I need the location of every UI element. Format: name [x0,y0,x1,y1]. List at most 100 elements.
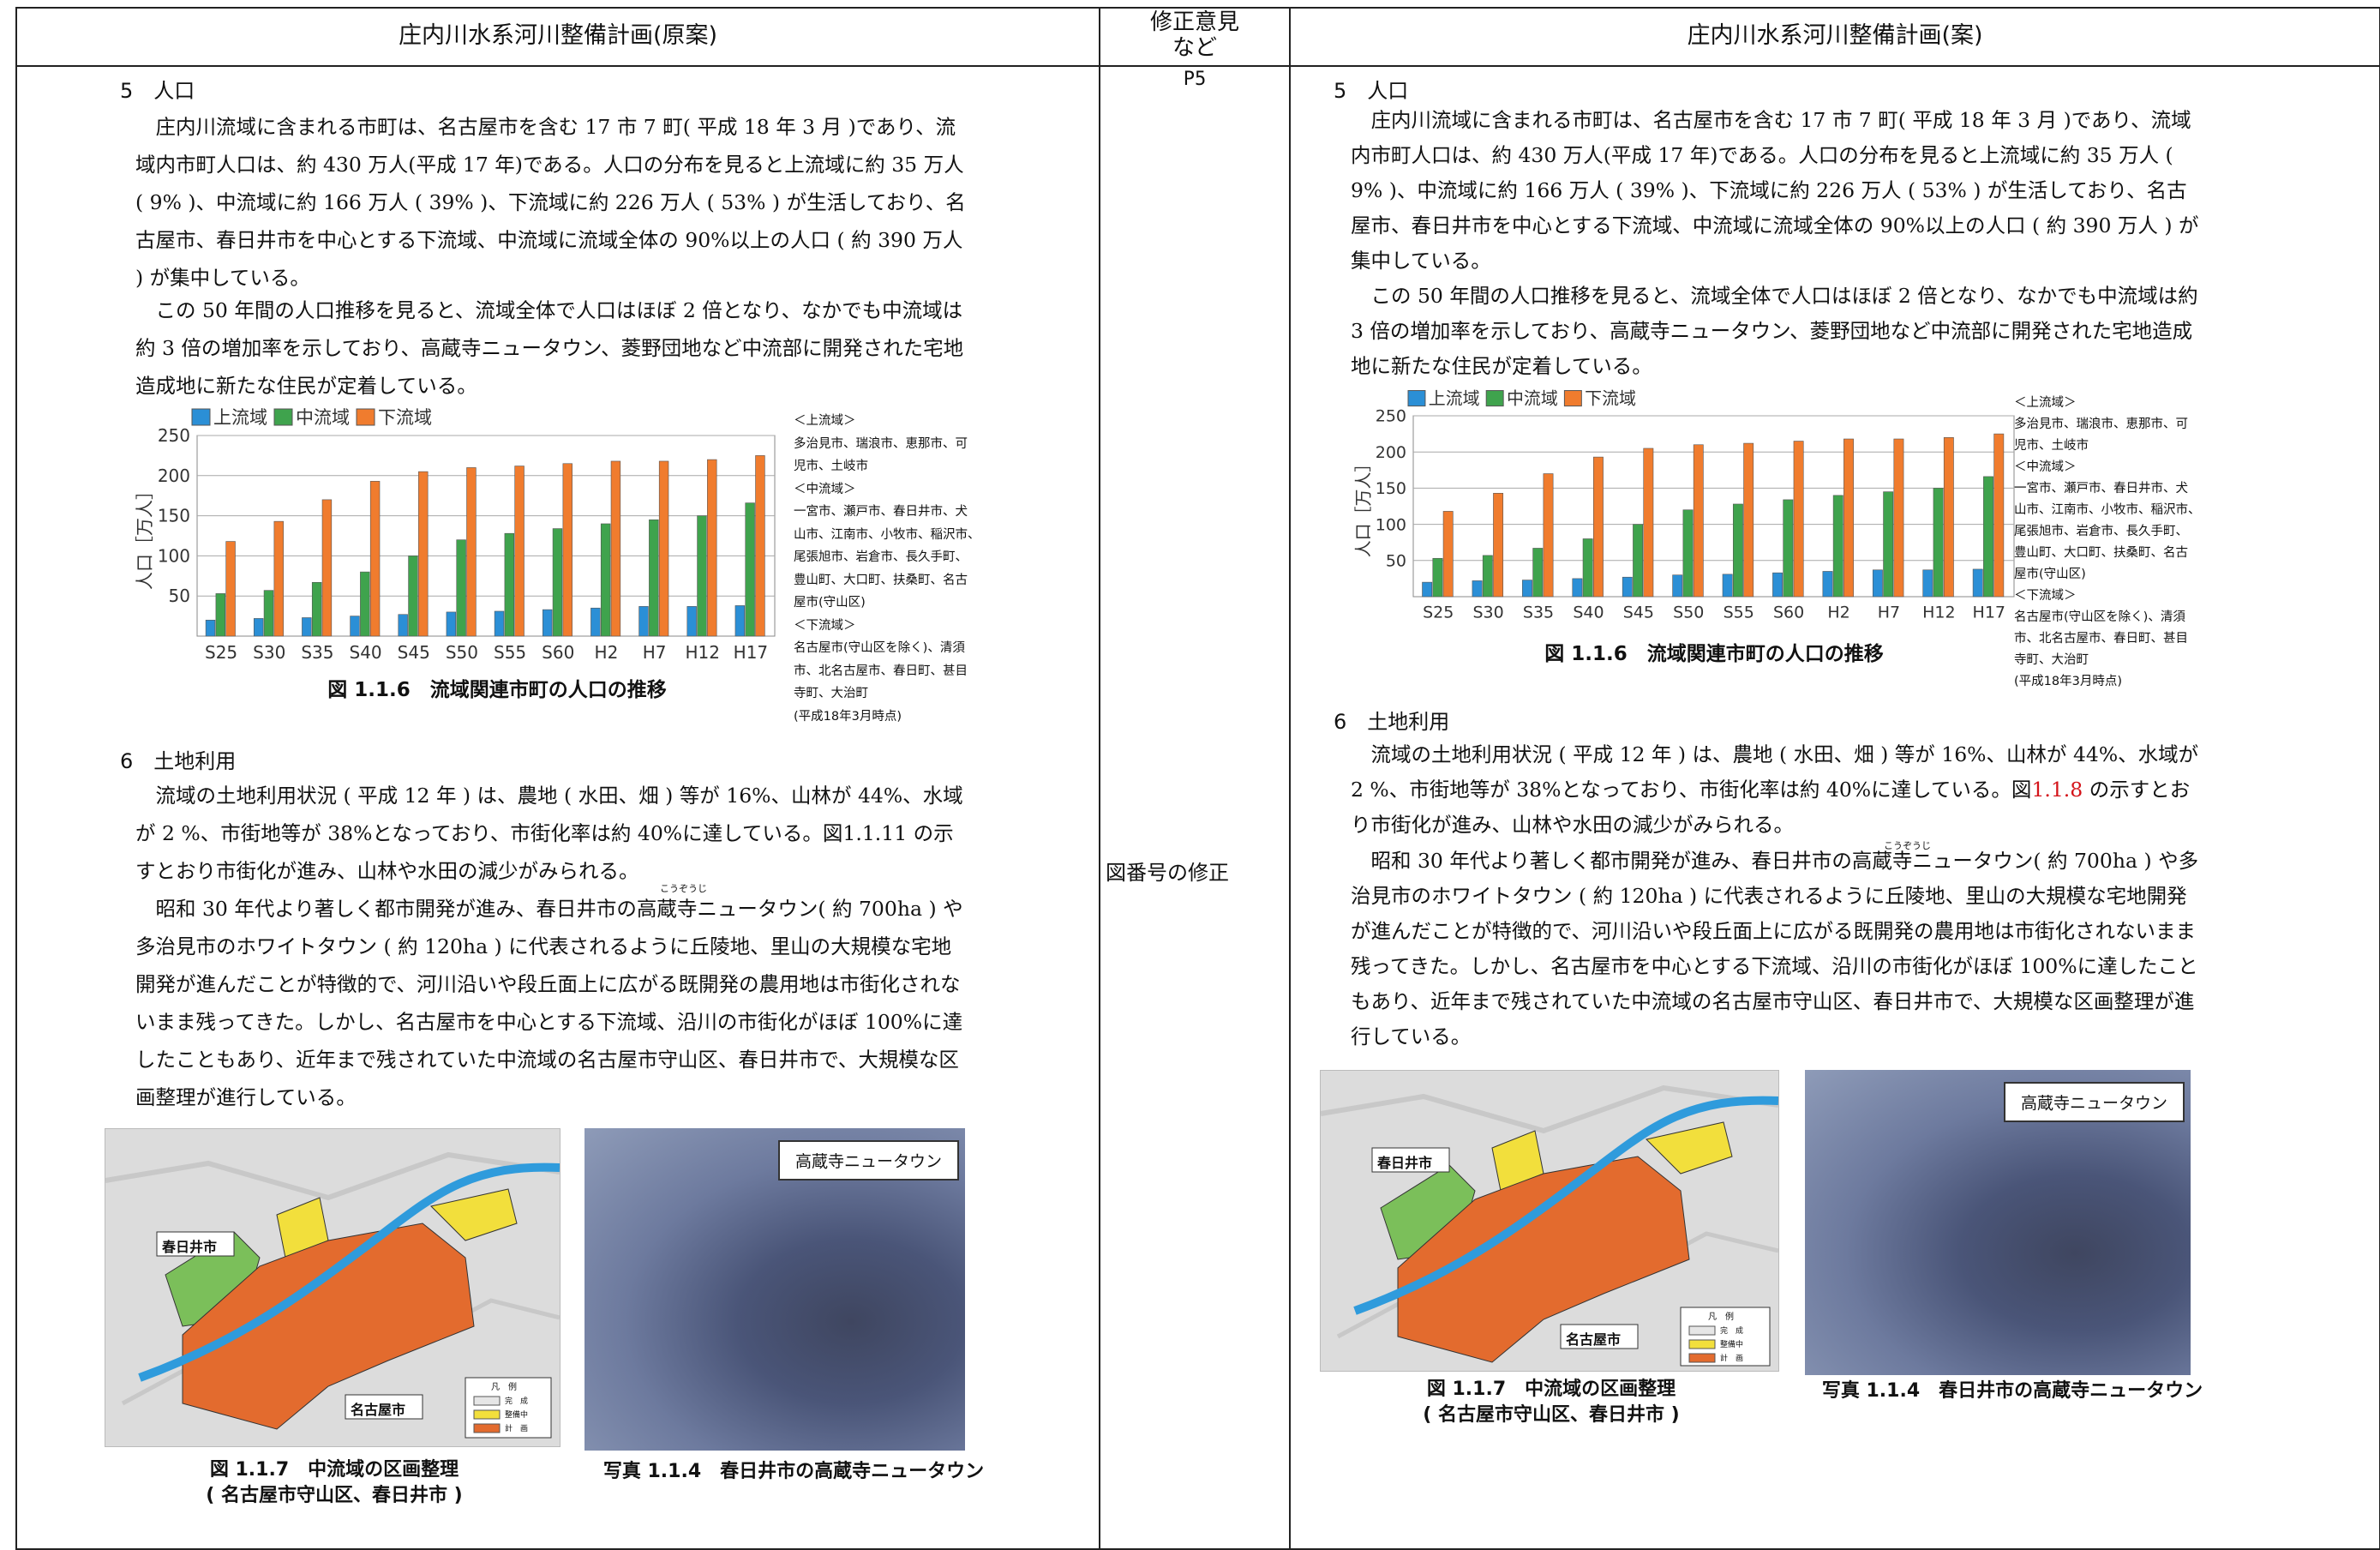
bar-upstream [686,606,697,637]
legend-label: 中流域 [296,407,350,428]
x-tick-label: S45 [1623,604,1654,622]
revision-note: 図番号の修正 [1106,861,1229,885]
legend-swatch [1563,390,1582,407]
x-tick-label: S50 [446,642,478,663]
chart-svg: 50 100 150 200 250 S25 S30 S35 S40 S45 S50 S55 S60 H2… [135,407,776,663]
photo-label: 高蔵寺ニュータウン [778,1140,960,1181]
bar-midstream [263,590,274,637]
bar-upstream [1572,578,1583,598]
bar-upstream [446,611,457,637]
x-tick-label: S25 [1423,604,1454,622]
map-legend-planned: 計 画 [1720,1355,1744,1363]
figure-1-1-6-caption: 図 1.1.6 流域関連市町の人口の推移 [327,679,667,701]
chart-note-line: 尾張旭市、岩倉市、長久手町、 [2014,525,2188,538]
y-tick-label: 150 [1376,479,1406,498]
photo-1-1-4-caption: 写真 1.1.4 春日井市の高蔵寺ニュータウン [602,1461,985,1482]
y-axis-label: 人口［万人］ [1353,455,1374,558]
figure-1-1-7-caption: 図 1.1.7 中流域の区画整理 ( 名古屋市守山区、春日井市 ) [129,1457,540,1509]
chart-note-line: ＜下流域＞ [794,618,856,633]
column-divider [1099,7,1100,1550]
bar-midstream [1832,495,1843,598]
land-use-paragraph-1: 流域の土地利用状況 ( 平成 12 年 ) は、農地 ( 水田、畑 ) 等が 1… [1351,737,2199,843]
bar-upstream [205,619,216,637]
chart-region-note: ＜上流域＞ 多治見市、瑞浪市、恵那市、可 児市、土岐市 ＜中流域＞ 一宮市、瀬戸市、春日… [794,410,999,728]
y-tick-label: 100 [1376,515,1406,534]
bar-upstream [1422,581,1433,598]
bar-downstream [225,541,236,637]
chart-note-line: 市、北名古屋市、春日町、甚目 [2014,632,2188,646]
x-tick-label: S40 [350,642,382,663]
figure-1-1-7-caption-line1: 図 1.1.7 中流域の区画整理 [1426,1379,1676,1400]
photo-label: 高蔵寺ニュータウン [2004,1082,2185,1122]
land-readjustment-map: 春日井市 名古屋市 凡 例 完 成 整備中 計 画 [105,1128,561,1447]
bar-midstream [1532,548,1544,598]
bar-midstream [408,556,418,637]
section-title-population: 5 人口 [1334,79,1409,103]
column-divider [1289,7,1291,1550]
x-tick-label: S55 [1724,604,1754,622]
x-tick-label: H2 [595,642,619,663]
land-use-text-a: 流域の土地利用状況 ( 平成 12 年 ) は、農地 ( 水田、畑 ) 等が 1… [135,784,963,845]
plot-area [196,435,776,637]
bar-downstream [1943,437,1954,598]
bar-upstream [1722,574,1733,598]
population-paragraph-2: この 50 年間の人口推移を見ると、流域全体で人口はほぼ 2 倍となり、なかでも… [1351,284,2198,378]
chart-note-line: (平成18年3月時点) [2014,675,2122,688]
figure-1-1-7-caption-line1: 図 1.1.7 中流域の区画整理 [209,1459,459,1481]
chart-note-line: ＜上流域＞ [2014,396,2077,410]
x-tick-label: H12 [1922,604,1955,622]
chart-note-line: 豊山町、大口町、扶桑町、名古 [794,573,968,587]
bar-downstream [514,466,525,637]
x-tick-label: H17 [1973,604,2005,622]
legend-swatch [1485,390,1504,407]
bar-upstream [1922,569,1933,598]
bar-midstream [1783,499,1794,598]
y-tick-label: 50 [1386,551,1406,570]
x-tick-label: S45 [398,642,430,663]
bar-midstream [1633,524,1644,598]
map-legend-title: 凡 例 [1708,1313,1734,1322]
x-tick-label: S40 [1573,604,1604,622]
legend-swatch [356,408,375,426]
chart-note-line: 寺町、大治町 [2014,653,2089,667]
y-tick-label: 250 [158,425,190,446]
bar-midstream [552,528,563,637]
x-tick-label: H7 [643,642,667,663]
legend-label: 下流域 [378,407,432,428]
bar-upstream [253,618,264,637]
land-use-text-a: 流域の土地利用状況 ( 平成 12 年 ) は、農地 ( 水田、畑 ) 等が 1… [1351,742,2199,802]
x-tick-label: S60 [1773,604,1804,622]
furigana: こうぞうじ [1884,840,1931,851]
bar-midstream [649,519,659,637]
figure-1-1-7-caption-line2: ( 名古屋市守山区、春日井市 ) [206,1485,463,1506]
bar-downstream [1592,456,1604,598]
section-title-population: 5 人口 [120,79,195,103]
bar-downstream [1893,438,1904,598]
land-use-paragraph-2: 昭和 30 年代より著しく都市開発が進み、春日井市の高蔵寺ニュータウン( 約 7… [1351,849,2199,1048]
bar-downstream [658,460,669,637]
bar-upstream [398,614,408,637]
comments-column-header: 修正意見 など [1149,9,1239,61]
bar-downstream [1442,511,1454,598]
x-tick-label: S55 [494,642,526,663]
map-drawing [105,1129,560,1446]
bar-downstream [1743,442,1754,598]
aerial-photo: 高蔵寺ニュータウン [1805,1070,2191,1375]
bar-upstream [1822,571,1833,598]
x-tick-label: S25 [205,642,237,663]
chart-note-line: 多治見市、瑞浪市、恵那市、可 [794,436,968,451]
bar-midstream [360,571,370,637]
map-label-kasugai: 春日井市 [162,1239,218,1255]
population-paragraph-1: 庄内川流域に含まれる市町は、名古屋市を含む 17 市 7 町( 平成 18 年 … [135,115,966,290]
land-use-paragraph-1: 流域の土地利用状況 ( 平成 12 年 ) は、農地 ( 水田、畑 ) 等が 1… [135,777,968,890]
bar-upstream [1672,574,1683,598]
chart-note-line: ＜中流域＞ [2014,460,2077,474]
bar-upstream [1972,568,1983,598]
bar-upstream [494,610,505,637]
bar-midstream [311,581,322,637]
figure-1-1-7-caption: 図 1.1.7 中流域の区画整理 ( 名古屋市守山区、春日井市 ) [1354,1377,1748,1428]
section-title-land-use: 6 土地利用 [1334,710,1450,734]
aerial-photo: 高蔵寺ニュータウン [585,1128,965,1451]
legend-label: 上流域 [1429,388,1480,409]
figure-1-1-6-caption: 図 1.1.6 流域関連市町の人口の推移 [1544,643,1884,665]
